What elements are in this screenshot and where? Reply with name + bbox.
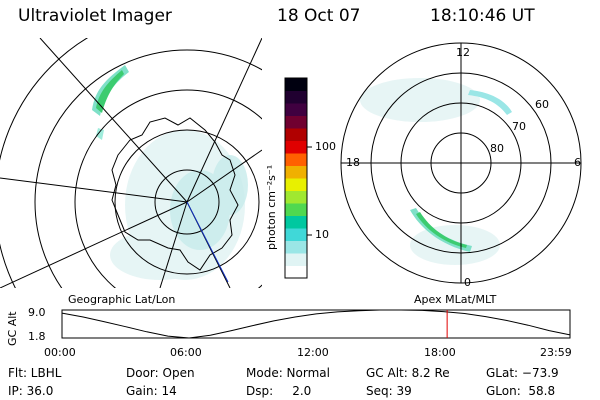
glon-value: GLon: 58.8 [486,384,556,398]
colorbar-segment [285,253,307,266]
strip-ytick-max: 9.0 [28,306,46,319]
strip-xtick-0: 00:00 [44,346,76,359]
gc-alt-value: GC Alt: 8.2 Re [366,366,450,380]
latitude-circles [0,38,262,288]
date-label: 18 Oct 07 [277,6,361,26]
left-caption: Geographic Lat/Lon [68,293,176,306]
colorbar-segment [285,265,307,279]
altitude-series-line [61,309,571,339]
glat-value: GLat: −73.9 [486,366,559,380]
gain-value: Gain: 14 [126,384,177,398]
colorbar-segment [285,215,307,229]
mlt-axes [341,43,581,283]
seq-value: Seq: 39 [366,384,412,398]
instrument-title: Ultraviolet Imager [18,6,172,26]
strip-xtick-2: 12:00 [297,346,329,359]
mlt-label-12: 12 [456,46,470,59]
strip-ytick-min: 1.8 [28,330,46,343]
strip-xtick-3: 18:00 [424,346,456,359]
colorbar-segment [285,153,307,166]
mlat-label-60: 60 [535,98,549,111]
colorbar-segment [285,90,307,104]
door-value: Door: Open [126,366,195,380]
mlat-label-70: 70 [512,120,526,133]
colorbar-tick-10: 10 [315,228,329,241]
mlt-label-6: 6 [574,156,581,169]
colorbar-segment [285,190,307,204]
colorbar-segment [285,203,307,216]
mlat-label-80: 80 [490,142,504,155]
colorbar-segment [285,228,307,241]
colorbar-segment [285,103,307,116]
colorbar-segment [285,128,307,141]
dsp-value: Dsp: 2.0 [246,384,312,398]
coastline [111,117,239,271]
time-label: 18:10:46 UT [430,6,535,26]
mode-value: Mode: Normal [246,366,330,380]
strip-xtick-1: 06:00 [170,346,202,359]
colorbar-segment [285,165,307,179]
ip-value: IP: 36.0 [8,384,54,398]
terminator-line [186,201,229,283]
colorbar-segment [285,240,307,254]
strip-xtick-4: 23:59 [540,346,572,359]
colorbar-segment [285,115,307,129]
filter-value: Flt: LBHL [8,366,62,380]
mlt-label-18: 18 [346,156,360,169]
colorbar-segment [285,178,307,191]
mlt-label-0: 0 [464,276,471,289]
colorbar-segment [285,78,307,91]
colorbar-segment [285,140,307,154]
auroral-arc-left [92,65,129,140]
right-caption: Apex MLat/MLT [414,293,497,306]
auroral-oval-right [410,90,512,252]
colorbar-tick-100: 100 [315,140,336,153]
